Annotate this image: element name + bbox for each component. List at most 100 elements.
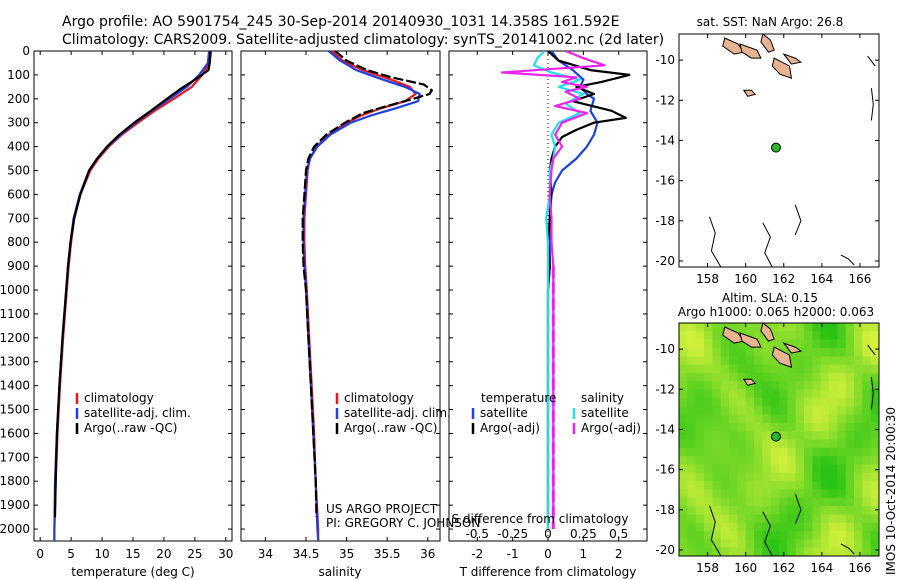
sla-cell (795, 323, 805, 332)
sla-cell (837, 372, 847, 382)
sla-cell (687, 506, 697, 515)
depth-tick-label: 400 (7, 140, 30, 154)
sla-cell (837, 323, 847, 332)
salinity-diff-tick-label: 0.5 (609, 527, 628, 541)
sla-cell (870, 372, 879, 382)
sla-cell (787, 506, 797, 515)
map-xtick-label: 162 (772, 272, 795, 286)
sla-cell (720, 447, 730, 457)
sla-cell (779, 531, 788, 540)
sla-cell (804, 339, 813, 349)
bathymetry-contour (709, 505, 722, 556)
sla-cell (720, 547, 730, 556)
sla-cell (770, 447, 780, 457)
sla-cell (687, 472, 697, 482)
sla-cell (829, 539, 838, 549)
sla-cell (729, 531, 738, 540)
sla-cell (695, 323, 705, 332)
depth-tick-label: 1300 (0, 355, 30, 369)
sla-cell (762, 539, 772, 549)
sla-cell (770, 323, 780, 332)
sla-cell (854, 331, 863, 341)
depth-tick-label: 1500 (0, 403, 30, 417)
island (739, 43, 762, 59)
sla-cell (745, 439, 755, 449)
bathymetry-contour (840, 254, 855, 266)
sla-cell (829, 323, 838, 332)
sla-cell (837, 506, 847, 515)
sla-cell (712, 547, 722, 556)
sla-cell (787, 547, 797, 556)
temperature-xtick-label: 20 (156, 547, 171, 561)
sla-cell (737, 347, 747, 357)
sla-cell (704, 547, 713, 556)
sla-cell (845, 456, 855, 466)
sla-cell (720, 489, 730, 499)
sla-cell (854, 539, 863, 549)
sla-cell (687, 439, 697, 449)
temperature-legend-label: satellite-adj. clim. (84, 406, 191, 420)
sla-cell (837, 472, 847, 482)
sla-cell (812, 497, 822, 507)
map-xtick-label: 158 (696, 561, 719, 575)
sla-cell (737, 472, 747, 482)
sla-cell (837, 489, 847, 499)
sla-cell (720, 364, 730, 374)
map-ytick-label: -12 (655, 382, 675, 396)
sla-cell (812, 489, 822, 499)
sla-cell (737, 456, 747, 466)
sla-cell (695, 447, 705, 457)
sla-cell (837, 422, 847, 432)
island (742, 378, 757, 386)
sla-cell (854, 364, 863, 374)
sla-cell (770, 497, 780, 507)
salinity-series-group (301, 51, 433, 541)
sla-cell (862, 372, 872, 382)
sla-cell (870, 539, 879, 549)
sla-cell (795, 464, 805, 474)
sla-cell (695, 506, 705, 515)
sla-cell (862, 323, 872, 332)
salinity-xlabel: salinity (318, 565, 361, 579)
temperature-xtick-label: 25 (187, 547, 202, 561)
series-line-argo (301, 51, 433, 518)
temperature-legend-label: Argo(..raw -QC) (84, 421, 177, 435)
sla-cell (779, 414, 788, 424)
sla-cell (695, 414, 705, 424)
sla-cell (754, 439, 763, 449)
sla-cell (812, 406, 822, 416)
temperature-xtick-label: 10 (94, 547, 109, 561)
depth-tick-label: 2000 (0, 522, 30, 536)
sla-cell (695, 339, 705, 349)
island (739, 332, 762, 348)
sla-cell (854, 489, 863, 499)
sla-cell (862, 414, 872, 424)
sla-cell (720, 381, 730, 391)
sla-cell (820, 331, 830, 341)
sla-cell (787, 431, 797, 441)
sla-cell (787, 489, 797, 499)
temperature-xtick-label: 0 (36, 547, 44, 561)
sla-cell (804, 447, 813, 457)
sla-cell (845, 547, 855, 556)
sla-cell (795, 331, 805, 341)
sla-cell (779, 422, 788, 432)
sla-cell (854, 406, 863, 416)
legend-header-salinity: salinity (581, 391, 624, 405)
sla-cell (837, 389, 847, 399)
sla-cell (754, 389, 763, 399)
sla-cell (762, 397, 772, 407)
sla-cell (870, 381, 879, 391)
sla-cell (829, 381, 838, 391)
sla-cell (704, 514, 713, 524)
sla-cell (729, 506, 738, 515)
sla-cell (770, 339, 780, 349)
sla-cell (820, 522, 830, 532)
sla-cell (745, 464, 755, 474)
sla-cell (845, 381, 855, 391)
sla-cell (779, 481, 788, 491)
sla-cell (804, 531, 813, 540)
sla-cell (712, 339, 722, 349)
sla-cell (687, 456, 697, 466)
